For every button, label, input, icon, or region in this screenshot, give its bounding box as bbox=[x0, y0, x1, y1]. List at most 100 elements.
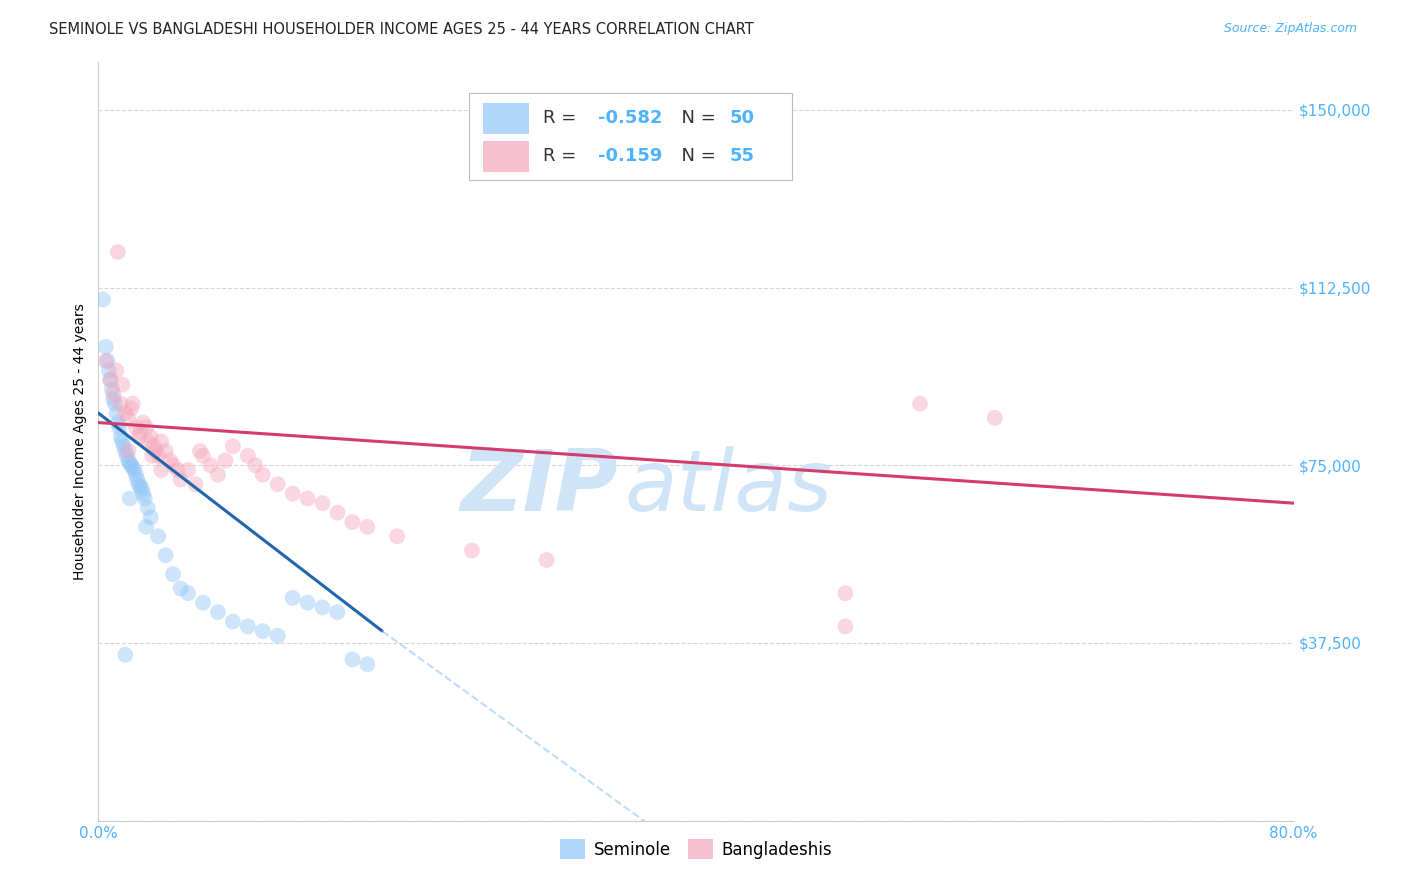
Point bbox=[114, 406, 136, 420]
Point bbox=[159, 453, 181, 467]
Legend: Seminole, Bangladeshis: Seminole, Bangladeshis bbox=[554, 833, 838, 865]
Point bbox=[114, 648, 136, 662]
Point bbox=[536, 553, 558, 567]
Point bbox=[169, 582, 191, 596]
Point bbox=[105, 363, 128, 377]
Point bbox=[191, 596, 214, 610]
Point bbox=[191, 449, 214, 463]
Point bbox=[132, 416, 155, 430]
Point bbox=[207, 467, 229, 482]
Point bbox=[297, 491, 319, 506]
Point bbox=[155, 548, 177, 563]
Point bbox=[297, 596, 319, 610]
Point bbox=[117, 453, 139, 467]
Point bbox=[267, 629, 290, 643]
Point bbox=[125, 420, 148, 434]
Point bbox=[200, 458, 222, 473]
FancyBboxPatch shape bbox=[484, 103, 529, 135]
Point bbox=[124, 463, 146, 477]
Point bbox=[162, 567, 184, 582]
FancyBboxPatch shape bbox=[470, 93, 792, 180]
Point bbox=[120, 401, 142, 416]
Text: -0.582: -0.582 bbox=[598, 109, 662, 127]
Point bbox=[103, 387, 125, 401]
Text: 55: 55 bbox=[730, 147, 755, 165]
Text: R =: R = bbox=[543, 109, 582, 127]
Point bbox=[281, 591, 304, 605]
Point bbox=[128, 477, 150, 491]
Point bbox=[118, 456, 141, 470]
Point bbox=[252, 467, 274, 482]
Point bbox=[150, 434, 173, 449]
Point bbox=[110, 396, 132, 410]
Point bbox=[91, 293, 114, 307]
Point bbox=[267, 477, 290, 491]
Point bbox=[120, 458, 142, 473]
Text: R =: R = bbox=[543, 147, 582, 165]
Point bbox=[107, 244, 129, 259]
Point bbox=[139, 510, 162, 524]
Point bbox=[103, 392, 125, 406]
Point bbox=[461, 543, 484, 558]
Point bbox=[148, 529, 170, 543]
Point bbox=[111, 434, 134, 449]
Point bbox=[108, 420, 131, 434]
Point bbox=[342, 652, 364, 666]
Text: N =: N = bbox=[669, 147, 721, 165]
Point bbox=[134, 491, 156, 506]
Point bbox=[129, 425, 152, 439]
Point bbox=[207, 605, 229, 619]
Point bbox=[236, 619, 259, 633]
Text: 50: 50 bbox=[730, 109, 755, 127]
Point bbox=[125, 467, 148, 482]
Point bbox=[97, 363, 120, 377]
Point bbox=[101, 383, 124, 397]
Point bbox=[132, 486, 155, 500]
Point bbox=[114, 444, 136, 458]
Point bbox=[245, 458, 267, 473]
Point bbox=[834, 586, 856, 600]
Point bbox=[222, 615, 245, 629]
Point bbox=[141, 449, 163, 463]
Point bbox=[150, 463, 173, 477]
Point bbox=[342, 515, 364, 529]
FancyBboxPatch shape bbox=[484, 141, 529, 172]
Point bbox=[94, 340, 117, 354]
Point bbox=[136, 434, 159, 449]
Point bbox=[139, 430, 162, 444]
Point bbox=[311, 496, 333, 510]
Point bbox=[118, 491, 141, 506]
Point bbox=[155, 444, 177, 458]
Point bbox=[311, 600, 333, 615]
Point bbox=[177, 463, 200, 477]
Point bbox=[169, 473, 191, 487]
Point bbox=[166, 463, 188, 477]
Text: -0.159: -0.159 bbox=[598, 147, 662, 165]
Point bbox=[111, 377, 134, 392]
Point bbox=[214, 453, 236, 467]
Point bbox=[148, 449, 170, 463]
Point bbox=[98, 373, 122, 387]
Point bbox=[908, 396, 931, 410]
Text: atlas: atlas bbox=[624, 445, 832, 529]
Point bbox=[143, 444, 166, 458]
Text: SEMINOLE VS BANGLADESHI HOUSEHOLDER INCOME AGES 25 - 44 YEARS CORRELATION CHART: SEMINOLE VS BANGLADESHI HOUSEHOLDER INCO… bbox=[49, 22, 754, 37]
Point bbox=[984, 410, 1007, 425]
Point bbox=[356, 520, 378, 534]
Point bbox=[110, 430, 132, 444]
Point bbox=[142, 439, 165, 453]
Point bbox=[107, 416, 129, 430]
Point bbox=[162, 458, 184, 473]
Point bbox=[121, 460, 143, 475]
Point bbox=[135, 520, 157, 534]
Point bbox=[94, 354, 117, 368]
Text: N =: N = bbox=[669, 109, 721, 127]
Point bbox=[128, 430, 150, 444]
Point bbox=[356, 657, 378, 672]
Point bbox=[222, 439, 245, 453]
Point bbox=[326, 605, 349, 619]
Point bbox=[326, 506, 349, 520]
Y-axis label: Householder Income Ages 25 - 44 years: Householder Income Ages 25 - 44 years bbox=[73, 303, 87, 580]
Point bbox=[129, 479, 152, 493]
Point bbox=[96, 354, 118, 368]
